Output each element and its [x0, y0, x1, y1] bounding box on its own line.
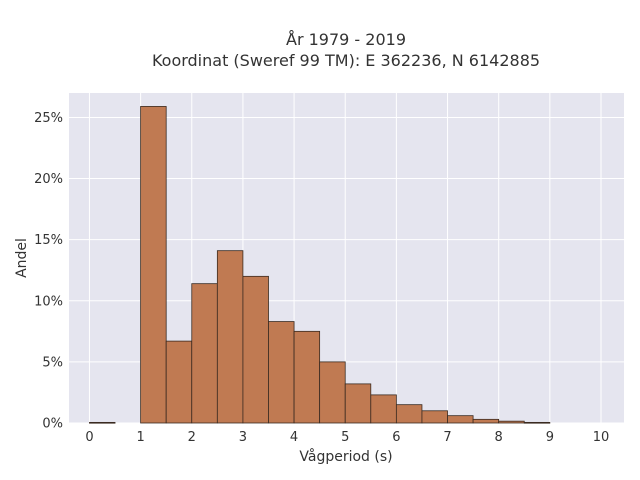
histogram-bar-12: [395, 404, 423, 424]
y-tick-label-3: 15%: [34, 233, 63, 248]
histogram-bar-16: [498, 420, 525, 424]
histogram-bar-14: [447, 415, 474, 424]
x-tick-label-1: 1: [136, 430, 144, 445]
y-tick-labels: 0% 5% 10% 15% 20% 25%: [34, 111, 63, 432]
x-tick-label-5: 5: [341, 430, 349, 445]
y-tick-label-5: 25%: [34, 111, 63, 126]
histogram-bar-7: [268, 321, 295, 424]
x-tick-label-8: 8: [495, 430, 503, 445]
x-tick-label-2: 2: [188, 430, 196, 445]
bars: [89, 106, 551, 424]
y-axis-title: Andel: [14, 238, 30, 278]
histogram-bar-10: [344, 383, 372, 424]
x-tick-label-0: 0: [85, 430, 93, 445]
chart-title-line-2: Koordinat (Sweref 99 TM): E 362236, N 61…: [152, 51, 540, 70]
y-tick-label-4: 20%: [34, 172, 63, 187]
histogram-bar-3: [165, 340, 193, 424]
histogram-bar-6: [242, 275, 269, 424]
histogram-bar-15: [472, 418, 500, 424]
x-axis-title: Vågperiod (s): [299, 448, 392, 465]
y-tick-label-0: 0%: [42, 417, 63, 432]
x-tick-label-4: 4: [290, 430, 298, 445]
histogram-bar-11: [370, 394, 397, 424]
histogram-bar-8: [293, 330, 321, 424]
histogram-bar-17: [523, 421, 551, 424]
y-tick-label-2: 10%: [34, 294, 63, 309]
x-tick-label-3: 3: [239, 430, 247, 445]
x-tick-label-7: 7: [443, 430, 451, 445]
histogram-bar-2: [140, 106, 167, 424]
y-tick-label-1: 5%: [42, 355, 63, 370]
x-tick-labels: 0 1 2 3 4 5 6 7 8 9 10: [85, 430, 609, 445]
x-tick-label-6: 6: [392, 430, 400, 445]
x-tick-label-10: 10: [593, 430, 610, 445]
histogram-bar-13: [421, 410, 448, 424]
x-tick-label-9: 9: [546, 430, 554, 445]
histogram-bar-9: [319, 361, 346, 424]
histogram-bar-5: [216, 250, 244, 424]
chart-title-line-1: År 1979 - 2019: [286, 30, 406, 49]
histogram-bar-0: [89, 421, 116, 424]
histogram-bar-4: [191, 283, 218, 424]
